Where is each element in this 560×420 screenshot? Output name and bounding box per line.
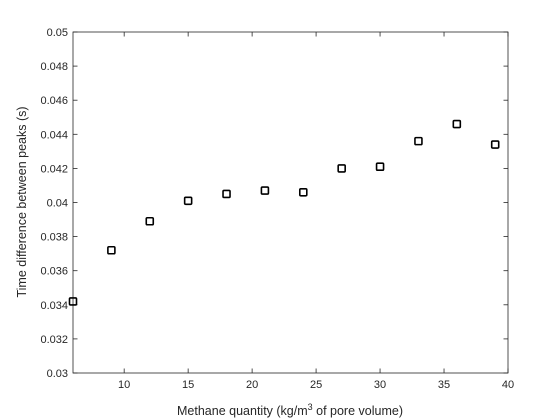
data-point — [298, 187, 308, 197]
x-axis-label-superscript: 3 — [308, 402, 313, 412]
y-tick-label: 0.032 — [40, 334, 68, 346]
data-point — [337, 164, 346, 173]
y-axis-label: Time difference between peaks (s) — [15, 106, 29, 297]
data-points — [68, 119, 500, 306]
y-tick-label: 0.042 — [40, 163, 68, 175]
x-axis-label: Methane quantity (kg/m3 of pore volume) — [177, 402, 403, 418]
y-tick-label: 0.036 — [40, 266, 68, 278]
x-axis-ticks: 10 15 20 25 30 35 40 — [118, 32, 514, 391]
x-tick-label: 30 — [374, 379, 386, 391]
data-point — [183, 196, 193, 206]
data-point — [145, 216, 155, 226]
x-tick-label: 10 — [118, 379, 130, 391]
data-point — [375, 162, 385, 171]
y-tick-label: 0.046 — [40, 95, 68, 107]
data-point — [68, 297, 78, 306]
x-tick-label: 40 — [502, 379, 514, 391]
plot-area-frame — [72, 31, 509, 374]
y-axis-ticks: 0.03 0.032 0.034 0.036 0.038 0.04 0.042 0.044 0.… — [40, 27, 508, 380]
data-point — [222, 189, 231, 199]
data-point — [452, 119, 462, 129]
y-tick-label: 0.034 — [40, 300, 68, 312]
y-tick-label: 0.03 — [47, 368, 68, 380]
data-point — [490, 140, 500, 149]
y-tick-label: 0.044 — [40, 129, 68, 141]
x-tick-label: 15 — [182, 379, 194, 391]
y-tick-label: 0.038 — [40, 232, 68, 244]
data-point — [107, 245, 116, 255]
y-tick-label: 0.048 — [40, 61, 68, 73]
data-point — [414, 136, 423, 146]
x-tick-label: 25 — [310, 379, 322, 391]
x-tick-label: 35 — [438, 379, 450, 391]
axes-box — [72, 31, 509, 374]
x-tick-label: 20 — [246, 379, 258, 391]
y-tick-label: 0.04 — [47, 198, 68, 210]
data-point — [260, 186, 270, 195]
y-tick-label: 0.05 — [47, 27, 68, 39]
